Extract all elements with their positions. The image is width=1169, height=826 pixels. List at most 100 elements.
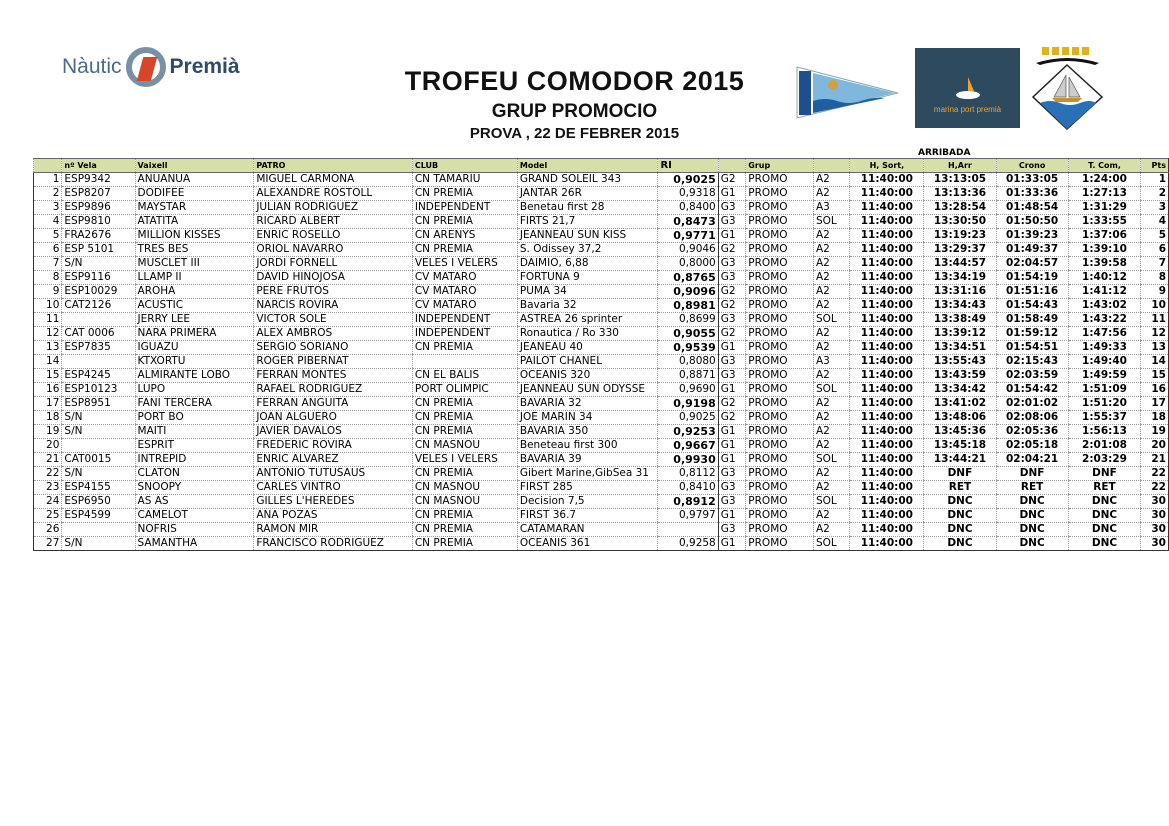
cell-rating: 0,9253 — [657, 424, 719, 439]
cell-category: PROMO — [745, 354, 814, 369]
cell-start-time: 11:40:00 — [849, 536, 924, 551]
cell-points: 19 — [1140, 424, 1169, 439]
cell-category: PROMO — [745, 214, 814, 229]
cell-group: G3 — [717, 480, 746, 495]
cell-points: 4 — [1140, 214, 1169, 229]
cell-arrival-time: 13:44:21 — [923, 452, 997, 467]
nautic-logo-text: Nàutic — [62, 55, 122, 78]
cell-club: CV MATARO — [411, 270, 518, 285]
cell-category: PROMO — [745, 368, 814, 383]
cell-points: 13 — [1140, 340, 1169, 355]
cell-sail-number: ESP7835 — [61, 340, 136, 355]
cell-category: PROMO — [745, 284, 814, 299]
cell-group: G3 — [717, 270, 746, 285]
cell-group: G1 — [717, 424, 746, 439]
cell-points: 11 — [1140, 312, 1169, 327]
column-header-arrival-time: H,Arr — [923, 158, 997, 173]
cell-model: FORTUNA 9 — [516, 270, 658, 285]
cell-arrival-time: 13:34:19 — [923, 270, 997, 285]
cell-boat: CAMELOT — [134, 508, 254, 523]
table-row: 12 CAT 0006 NARA PRIMERA ALEX AMBROS INDEPEN… — [32, 326, 1169, 341]
cell-rating: 0,9667 — [657, 438, 719, 453]
cell-category: PROMO — [745, 200, 814, 215]
table-row: 13 ESP7835 IGUAZU SERGIO SORIANO CN PREMIA JE… — [32, 340, 1169, 355]
cell-arrival-time: 13:44:57 — [923, 256, 997, 271]
cell-class: SOL — [812, 312, 850, 327]
cell-pos: 26 — [32, 522, 62, 537]
cell-corrected-time: 1:51:09 — [1067, 382, 1141, 397]
cell-category: PROMO — [745, 326, 814, 341]
cell-arrival-time: 13:38:49 — [923, 312, 997, 327]
cell-elapsed: RET — [995, 480, 1069, 495]
cell-pos: 20 — [32, 438, 62, 453]
cell-club: INDEPENDENT — [411, 312, 518, 327]
cell-start-time: 11:40:00 — [849, 466, 924, 481]
cell-sail-number: ESP10123 — [61, 382, 136, 397]
cell-pos: 23 — [32, 480, 62, 495]
cell-corrected-time: 1:55:37 — [1067, 410, 1141, 425]
cell-skipper: SERGIO SORIANO — [253, 340, 413, 355]
table-row: 10 CAT2126 ACUSTIC NARCIS ROVIRA CV MATARO Ba… — [32, 298, 1169, 313]
cell-category: PROMO — [745, 382, 814, 397]
cell-category: PROMO — [745, 536, 814, 551]
cell-arrival-time: DNC — [923, 494, 997, 509]
cell-class: A2 — [812, 522, 850, 537]
cell-points: 14 — [1140, 354, 1169, 369]
cell-arrival-time: 13:30:50 — [923, 214, 997, 229]
cell-boat: ACUSTIC — [134, 298, 254, 313]
cell-arrival-time: 13:45:36 — [923, 424, 997, 439]
cell-start-time: 11:40:00 — [849, 312, 924, 327]
table-row: 24 ESP6950 AS AS GILLES L'HEREDES CN MASNOU D… — [32, 494, 1169, 509]
cell-club: CN PREMIA — [411, 536, 518, 551]
cell-model: JEANEAU 40 — [516, 340, 658, 355]
cell-class: A2 — [812, 508, 850, 523]
cell-club: VELES I VELERS — [411, 452, 518, 467]
cell-skipper: NARCIS ROVIRA — [253, 298, 413, 313]
cell-group: G3 — [717, 214, 746, 229]
cell-group: G3 — [717, 256, 746, 271]
cell-category: PROMO — [745, 186, 814, 201]
cell-pos: 8 — [32, 270, 62, 285]
cell-points: 10 — [1140, 298, 1169, 313]
column-header-club: CLUB — [411, 158, 518, 173]
cell-elapsed: 01:54:19 — [995, 270, 1069, 285]
cell-class: SOL — [812, 382, 850, 397]
cell-class: A2 — [812, 256, 850, 271]
cell-pos: 25 — [32, 508, 62, 523]
cell-points: 30 — [1140, 508, 1169, 523]
cell-arrival-time: 13:13:05 — [923, 172, 997, 187]
cell-boat: SAMANTHA — [134, 536, 254, 551]
table-row: 1 ESP9342 ANUANUA MIGUEL CARMONA CN TAMARIU G… — [32, 172, 1169, 187]
cell-corrected-time: 2:03:29 — [1067, 452, 1141, 467]
cell-elapsed: 01:58:49 — [995, 312, 1069, 327]
cell-skipper: ENRIC ALVAREZ — [253, 452, 413, 467]
cell-model: PUMA 34 — [516, 284, 658, 299]
cell-group: G2 — [717, 242, 746, 257]
cell-category: PROMO — [745, 410, 814, 425]
cell-club: INDEPENDENT — [411, 326, 518, 341]
table-row: 11 JERRY LEE VICTOR SOLE INDEPENDENT ASTREA … — [32, 312, 1169, 327]
cell-group: G1 — [717, 438, 746, 453]
cell-corrected-time: DNC — [1067, 522, 1141, 537]
cell-class: SOL — [812, 452, 850, 467]
cell-corrected-time: 1:39:10 — [1067, 242, 1141, 257]
cell-skipper: CARLES VINTRO — [253, 480, 413, 495]
cell-skipper: FREDERIC ROVIRA — [253, 438, 413, 453]
cell-group: G2 — [717, 298, 746, 313]
cell-class: A2 — [812, 340, 850, 355]
page-subtitle: GRUP PROMOCIO — [491, 101, 658, 122]
cell-start-time: 11:40:00 — [849, 354, 924, 369]
cell-corrected-time: 1:33:55 — [1067, 214, 1141, 229]
cell-elapsed: 01:39:23 — [995, 228, 1069, 243]
cell-club: CV MATARO — [411, 298, 518, 313]
cell-group: G2 — [717, 284, 746, 299]
cell-group: G3 — [717, 494, 746, 509]
cell-elapsed: 01:54:43 — [995, 298, 1069, 313]
marina-port-premia-logo: marina port premià — [915, 48, 1020, 128]
cell-class: A2 — [812, 298, 850, 313]
table-row: 14 KTXORTU ROGER PIBERNAT PAILOT CHANEL 0,80… — [32, 354, 1169, 369]
cell-skipper: ANTONIO TUTUSAUS — [253, 466, 413, 481]
cell-skipper: JAVIER DAVALOS — [253, 424, 413, 439]
cell-club: CN PREMIA — [411, 410, 518, 425]
